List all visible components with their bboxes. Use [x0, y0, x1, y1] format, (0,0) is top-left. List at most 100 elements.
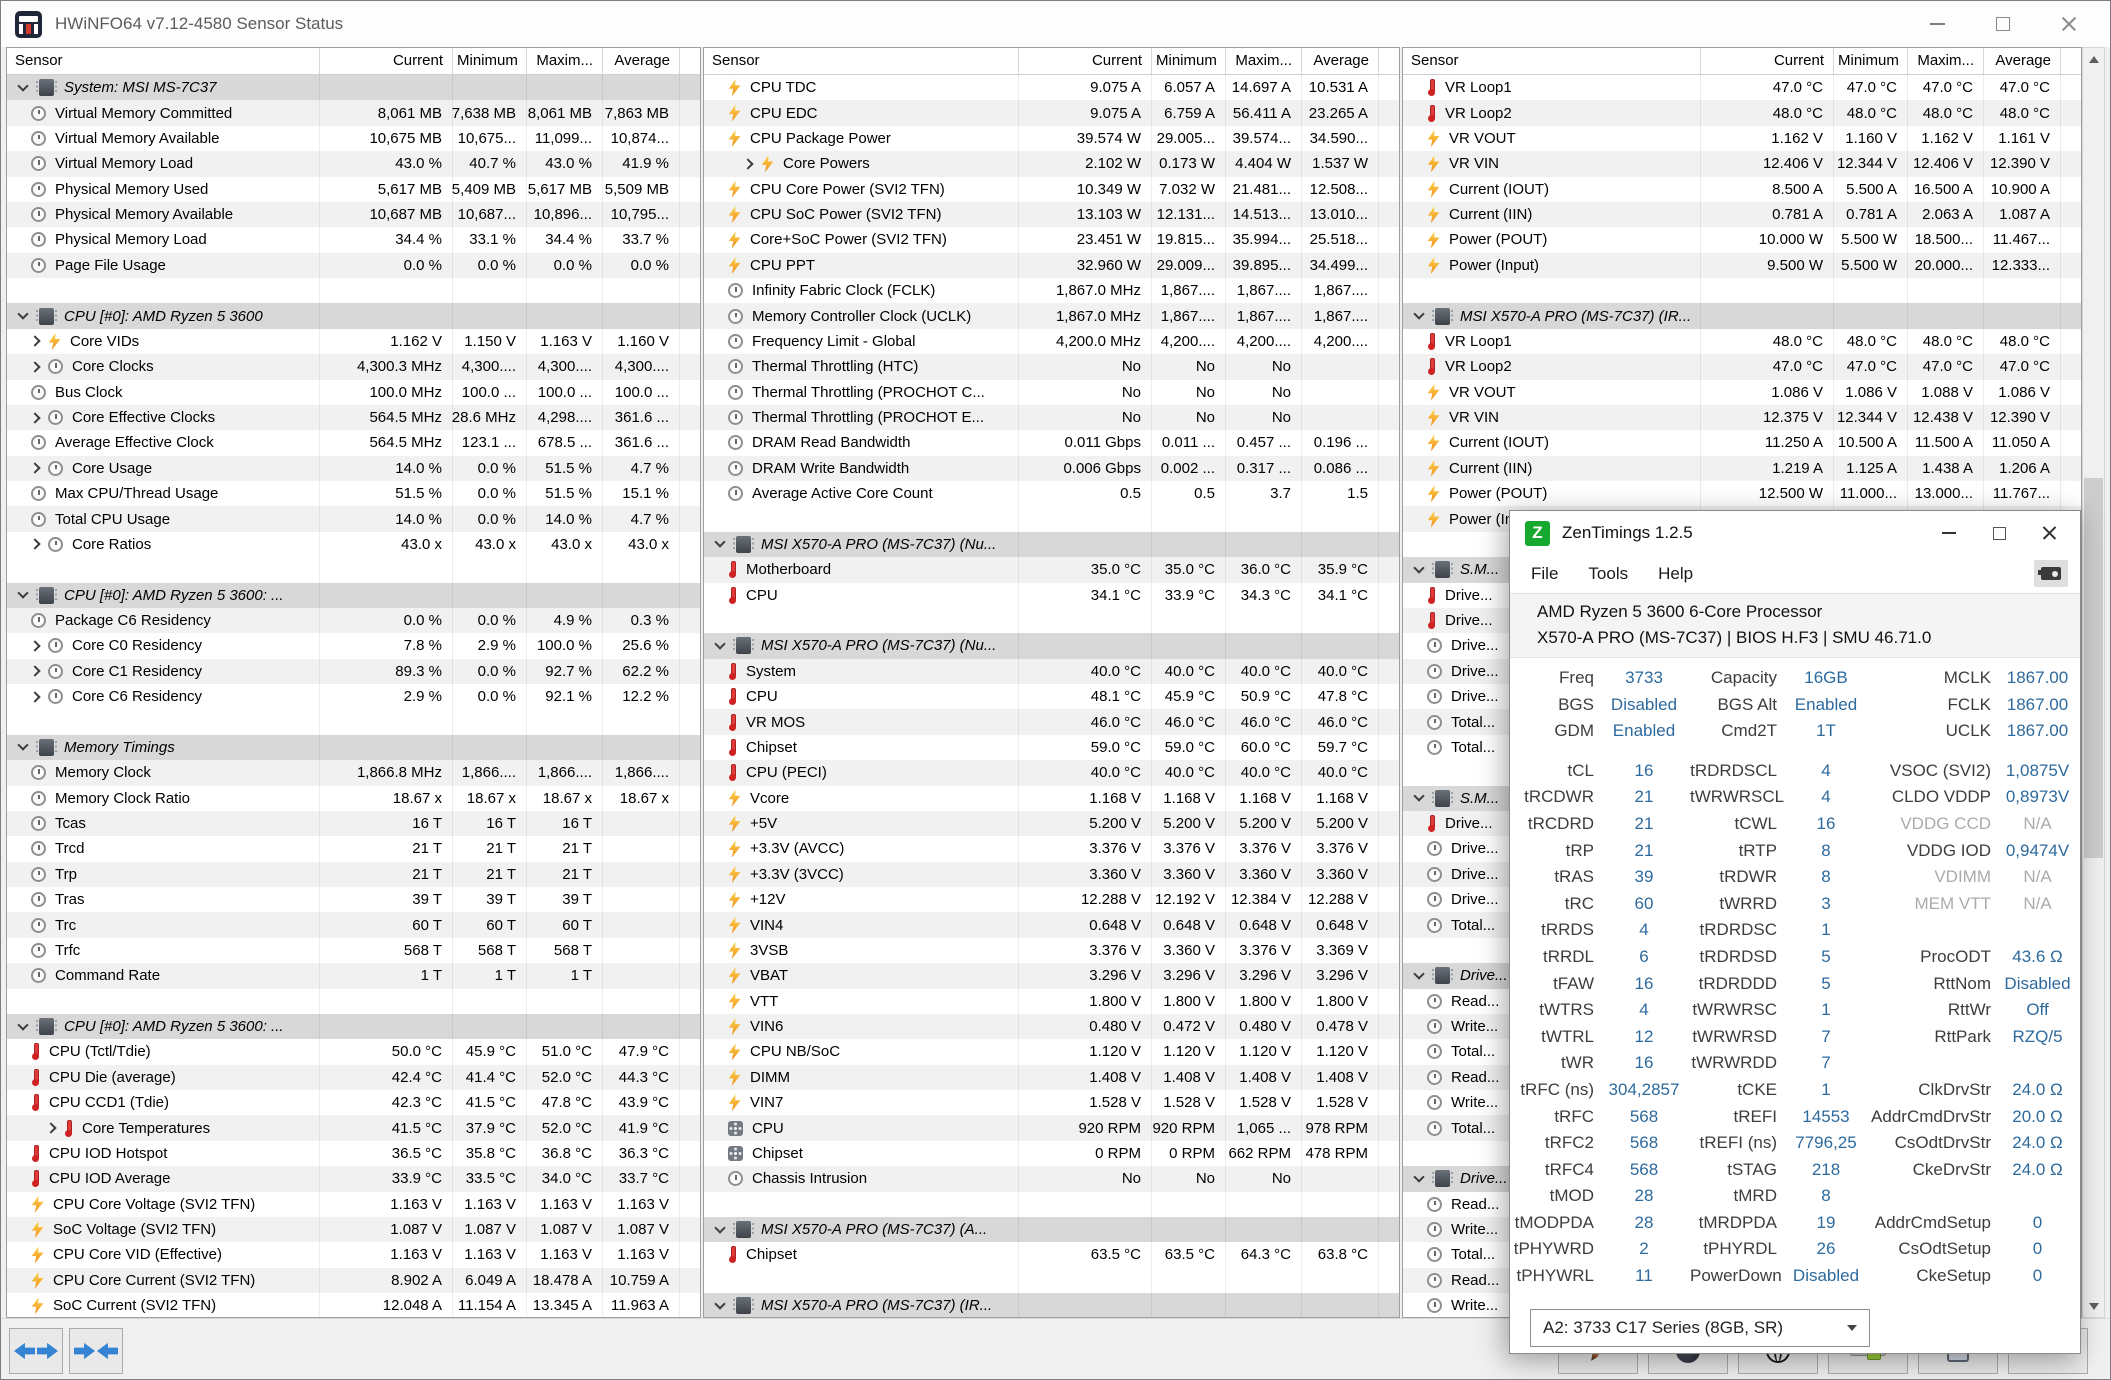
sensor-row[interactable]: Core C1 Residency 89.3 % 0.0 % 92.7 % 62.2 %	[7, 658, 700, 684]
section-row[interactable]: System: MSI MS-7C37	[7, 75, 700, 101]
sensor-row[interactable]: Frequency Limit - Global 4,200.0 MHz 4,200…	[704, 328, 1399, 355]
scroll-down-button[interactable]	[2083, 1295, 2104, 1317]
zt-minimize-button[interactable]	[1924, 511, 1974, 555]
sensor-row[interactable]: Thermal Throttling (HTC) No No No	[704, 354, 1399, 380]
sensor-row[interactable]: VTT 1.800 V 1.800 V 1.800 V 1.800 V	[704, 988, 1399, 1014]
chevron-down-icon[interactable]	[714, 536, 726, 549]
sensor-row[interactable]: Trfc 568 T 568 T 568 T	[7, 937, 700, 964]
chevron-down-icon[interactable]	[1413, 1171, 1425, 1183]
sensor-row[interactable]: Virtual Memory Load 43.0 % 40.7 % 43.0 % 41.…	[7, 151, 700, 177]
sensor-row[interactable]: Motherboard 35.0 °C 35.0 °C 36.0 °C 35.9 °C	[704, 557, 1399, 583]
sensor-row[interactable]: Core Effective Clocks 564.5 MHz 28.6 MHz 4,…	[7, 404, 700, 431]
sensor-row[interactable]: +5V 5.200 V 5.200 V 5.200 V 5.200 V	[704, 810, 1399, 837]
close-button[interactable]	[2036, 1, 2102, 47]
column-header-sensor[interactable]: Sensor	[704, 48, 1019, 74]
sensor-row[interactable]: VR VOUT 1.086 V 1.086 V 1.088 V 1.086 V	[1403, 379, 2081, 405]
column-header-average[interactable]: Average	[1302, 48, 1379, 74]
maximize-button[interactable]	[1970, 1, 2036, 47]
sensor-row[interactable]: Bus Clock 100.0 MHz 100.0 ... 100.0 ... 100.…	[7, 379, 700, 405]
sensor-row[interactable]: CPU IOD Average 33.9 °C 33.5 °C 34.0 °C 33.7…	[7, 1166, 700, 1192]
chevron-down-icon[interactable]	[714, 1298, 726, 1310]
sensor-row[interactable]: Tcas 16 T 16 T 16 T	[7, 810, 700, 837]
zt-menu-file[interactable]: File	[1531, 564, 1559, 583]
sensor-row[interactable]: Core+SoC Power (SVI2 TFN) 23.451 W 19.815.…	[704, 227, 1399, 253]
expand-columns-button[interactable]	[9, 1328, 63, 1374]
chevron-down-icon[interactable]	[17, 80, 29, 92]
sensor-row[interactable]: Current (IIN) 1.219 A 1.125 A 1.438 A 1.206 …	[1403, 455, 2081, 481]
zt-close-button[interactable]	[2024, 511, 2074, 555]
sensor-row[interactable]: Power (POUT) 10.000 W 5.500 W 18.500... 11.4…	[1403, 227, 2081, 253]
section-row[interactable]: MSI X570-A PRO (MS-7C37) (Nu...	[704, 531, 1399, 558]
sensor-row[interactable]: Core VIDs 1.162 V 1.150 V 1.163 V 1.160 V	[7, 328, 700, 355]
column-header-sensor[interactable]: Sensor	[1403, 48, 1701, 74]
chevron-down-icon[interactable]	[1413, 968, 1425, 980]
sensor-row[interactable]: +3.3V (AVCC) 3.376 V 3.376 V 3.376 V 3.376 V	[704, 836, 1399, 862]
chevron-down-icon[interactable]	[714, 1221, 726, 1234]
column-header-minimum[interactable]: Minimum	[1834, 48, 1908, 74]
sensor-row[interactable]: Average Active Core Count 0.5 0.5 3.7 1.5	[704, 481, 1399, 507]
zt-maximize-button[interactable]	[1974, 511, 2024, 555]
column-header-minimum[interactable]: Minimum	[453, 48, 527, 74]
sensor-row[interactable]: Core Clocks 4,300.3 MHz 4,300.... 4,300....…	[7, 354, 700, 380]
scrollbar-thumb[interactable]	[2084, 478, 2103, 858]
section-row[interactable]: CPU [#0]: AMD Ryzen 5 3600: ...	[7, 582, 700, 608]
section-row[interactable]: MSI X570-A PRO (MS-7C37) (A...	[704, 1216, 1399, 1243]
sensor-row[interactable]: Infinity Fabric Clock (FCLK) 1,867.0 MHz 1…	[704, 278, 1399, 304]
sensor-row[interactable]: CPU TDC 9.075 A 6.057 A 14.697 A 10.531 A	[704, 75, 1399, 101]
sensor-row[interactable]: CPU Core Voltage (SVI2 TFN) 1.163 V 1.163 …	[7, 1191, 700, 1217]
sensor-row[interactable]: Core Ratios 43.0 x 43.0 x 43.0 x 43.0 x	[7, 531, 700, 558]
sensor-row[interactable]: 3VSB 3.376 V 3.360 V 3.376 V 3.369 V	[704, 937, 1399, 964]
sensor-row[interactable]: SoC Current (SVI2 TFN) 12.048 A 11.154 A 13…	[7, 1293, 700, 1317]
sensor-row[interactable]: CPU Die (average) 42.4 °C 41.4 °C 52.0 °C 44…	[7, 1064, 700, 1090]
section-row[interactable]: CPU [#0]: AMD Ryzen 5 3600: ...	[7, 1013, 700, 1040]
sensor-row[interactable]: CPU Package Power 39.574 W 29.005... 39.574…	[704, 125, 1399, 152]
sensor-row[interactable]: System 40.0 °C 40.0 °C 40.0 °C 40.0 °C	[704, 658, 1399, 684]
chevron-right-icon[interactable]	[29, 665, 41, 677]
column-header-sensor[interactable]: Sensor	[7, 48, 320, 74]
section-row[interactable]: Memory Timings	[7, 734, 700, 761]
column-header-average[interactable]: Average	[603, 48, 680, 74]
screenshot-button[interactable]	[2034, 560, 2068, 587]
sensor-row[interactable]: Page File Usage 0.0 % 0.0 % 0.0 % 0.0 %	[7, 252, 700, 278]
sensor-row[interactable]: Chassis Intrusion No No No	[704, 1166, 1399, 1192]
sensor-row[interactable]: CPU 920 RPM 920 RPM 1,065 ... 978 RPM	[704, 1115, 1399, 1141]
sensor-row[interactable]: Total CPU Usage 14.0 % 0.0 % 14.0 % 4.7 %	[7, 506, 700, 532]
chevron-down-icon[interactable]	[17, 308, 29, 320]
sensor-row[interactable]: CPU Core Current (SVI2 TFN) 8.902 A 6.049 …	[7, 1267, 700, 1293]
sensor-row[interactable]: Current (IIN) 0.781 A 0.781 A 2.063 A 1.087 …	[1403, 201, 2081, 228]
sensor-row[interactable]: CPU CCD1 (Tdie) 42.3 °C 41.5 °C 47.8 °C 43.9…	[7, 1090, 700, 1116]
section-row[interactable]: CPU [#0]: AMD Ryzen 5 3600	[7, 303, 700, 329]
sensor-row[interactable]: VR Loop1 48.0 °C 48.0 °C 48.0 °C 48.0 °C	[1403, 328, 2081, 355]
chevron-down-icon[interactable]	[17, 739, 29, 752]
chevron-down-icon[interactable]	[1413, 308, 1425, 320]
sensor-row[interactable]: Trp 21 T 21 T 21 T	[7, 861, 700, 887]
sensor-row[interactable]: Thermal Throttling (PROCHOT C... No No No	[704, 379, 1399, 405]
sensor-row[interactable]: DRAM Read Bandwidth 0.011 Gbps 0.011 ... 0.…	[704, 430, 1399, 456]
sensor-row[interactable]: Memory Clock 1,866.8 MHz 1,866.... 1,866...…	[7, 760, 700, 786]
sensor-row[interactable]: Thermal Throttling (PROCHOT E... No No No	[704, 404, 1399, 431]
zt-menu-help[interactable]: Help	[1658, 564, 1694, 583]
column-header-maxim[interactable]: Maxim...	[527, 48, 603, 74]
sensor-row[interactable]: Physical Memory Load 34.4 % 33.1 % 34.4 % 33…	[7, 227, 700, 253]
section-row[interactable]: MSI X570-A PRO (MS-7C37) (IR...	[1403, 303, 2081, 329]
sensor-row[interactable]: Core C6 Residency 2.9 % 0.0 % 92.1 % 12.2 %	[7, 684, 700, 710]
sensor-row[interactable]: +12V 12.288 V 12.192 V 12.384 V 12.288 V	[704, 887, 1399, 913]
sensor-row[interactable]: Drive...	[1403, 633, 2081, 659]
scroll-up-button[interactable]	[2083, 48, 2104, 70]
section-row[interactable]: MSI X570-A PRO (MS-7C37) (IR...	[704, 1293, 1399, 1317]
chevron-right-icon[interactable]	[742, 158, 754, 170]
sensor-row[interactable]: Tras 39 T 39 T 39 T	[7, 887, 700, 913]
sensor-row[interactable]: VIN6 0.480 V 0.472 V 0.480 V 0.478 V	[704, 1013, 1399, 1040]
sensor-row[interactable]: CPU Core Power (SVI2 TFN) 10.349 W 7.032 W…	[704, 176, 1399, 202]
sensor-row[interactable]: Memory Controller Clock (UCLK) 1,867.0 MH…	[704, 303, 1399, 329]
sensor-row[interactable]: Physical Memory Available 10,687 MB 10,687…	[7, 201, 700, 228]
sensor-row[interactable]: CPU SoC Power (SVI2 TFN) 13.103 W 12.131..…	[704, 201, 1399, 228]
sensor-row[interactable]: Power (Input) 9.500 W 5.500 W 20.000... 12.3…	[1403, 252, 2081, 278]
sensor-row[interactable]: Virtual Memory Committed 8,061 MB 7,638 MB…	[7, 100, 700, 126]
sensor-row[interactable]: CPU PPT 32.960 W 29.009... 39.895... 34.499.…	[704, 252, 1399, 278]
sensor-row[interactable]: Core Usage 14.0 % 0.0 % 51.5 % 4.7 %	[7, 455, 700, 481]
sensor-row[interactable]: Core C0 Residency 7.8 % 2.9 % 100.0 % 25.6 %	[7, 633, 700, 659]
sensor-row[interactable]: Max CPU/Thread Usage 51.5 % 0.0 % 51.5 % 15.…	[7, 481, 700, 507]
sensor-row[interactable]: CPU NB/SoC 1.120 V 1.120 V 1.120 V 1.120 V	[704, 1039, 1399, 1065]
